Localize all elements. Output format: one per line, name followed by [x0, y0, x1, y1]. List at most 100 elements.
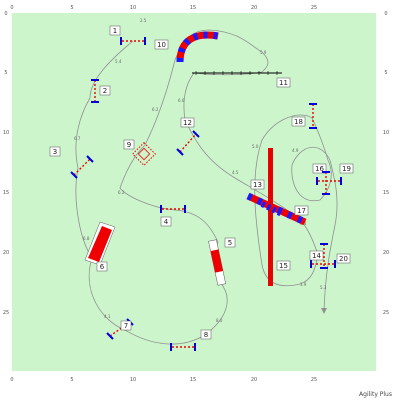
- number-box: [336, 253, 351, 264]
- number-box: [224, 237, 236, 248]
- obstacle-number: 16: [315, 165, 324, 173]
- distance-label: 6.2: [118, 190, 125, 195]
- y-axis-left: 0 5 10 15 20 25: [3, 11, 9, 316]
- x-axis-top: 0 5 10 15 20 25: [10, 5, 317, 11]
- y-tick: 0: [384, 11, 387, 17]
- y-tick: 0: [4, 11, 7, 17]
- x-tick: 0: [10, 377, 13, 383]
- obstacle-number: 14: [312, 252, 321, 260]
- y-tick: 20: [383, 250, 389, 256]
- jump-14: [310, 260, 336, 268]
- jump-1: [120, 37, 146, 45]
- jump-4: [160, 205, 186, 213]
- tire-5: [208, 239, 226, 286]
- x-tick: 0: [10, 5, 13, 11]
- dogwalk-15: [268, 148, 273, 286]
- x-tick: 10: [130, 5, 136, 11]
- distance-label: 6.2: [152, 107, 159, 112]
- obstacle-number: 15: [279, 262, 288, 270]
- number-box: [123, 139, 135, 150]
- jump-2: [91, 79, 99, 103]
- y-axis-right: 0 5 10 15 20 25: [383, 11, 389, 316]
- x-tick: 5: [70, 5, 73, 11]
- x-tick: 5: [70, 377, 73, 383]
- seesaw-9: [131, 141, 157, 167]
- obstacle-number: 10: [157, 41, 166, 49]
- number-box: [250, 179, 265, 190]
- obstacle-number: 19: [342, 165, 351, 173]
- tunnel-17: [260, 201, 284, 217]
- y-tick: 10: [3, 130, 9, 136]
- y-tick: 5: [4, 70, 7, 76]
- field-area: [12, 13, 376, 371]
- number-box: [109, 25, 121, 36]
- tunnel-10: [176, 31, 219, 63]
- weave-11: [192, 71, 282, 75]
- number-box: [49, 146, 61, 157]
- end-arrow: [321, 308, 327, 314]
- obstacle-number: 18: [294, 118, 303, 126]
- jump-16: [316, 177, 342, 185]
- obstacle-number: 1: [113, 27, 117, 35]
- x-tick: 20: [251, 5, 257, 11]
- obstacle-number: 8: [204, 331, 208, 339]
- number-box: [276, 260, 291, 271]
- jump-20: [320, 243, 328, 269]
- obstacle-number: 5: [228, 239, 232, 247]
- distance-label: 2.5: [140, 18, 147, 23]
- jump-19: [322, 171, 330, 195]
- distance-label: 5.0: [252, 144, 259, 149]
- number-box: [276, 77, 291, 88]
- number-box: [294, 205, 309, 216]
- number-box: [180, 117, 195, 128]
- obstacle-number: 6: [100, 263, 105, 271]
- jump-8: [170, 343, 196, 351]
- jump-18: [309, 103, 317, 129]
- obstacle-number: 2: [103, 87, 107, 95]
- number-box: [200, 329, 212, 340]
- y-tick: 25: [3, 310, 9, 316]
- distance-label: 6.8: [83, 236, 90, 241]
- footer-credit: Agility Plus: [359, 391, 392, 398]
- x-tick: 25: [311, 377, 317, 383]
- distance-label: 5.9: [260, 50, 267, 55]
- distance-label: 4.5: [232, 170, 239, 175]
- jump-3: [70, 155, 94, 179]
- distance-label: 4.1: [104, 314, 111, 319]
- obstacle-number: 17: [297, 207, 306, 215]
- obstacle-number: 20: [339, 255, 348, 263]
- dog-path: [75, 29, 338, 345]
- distance-label: 5.3: [320, 285, 327, 290]
- number-box: [309, 250, 324, 261]
- y-tick: 5: [384, 70, 387, 76]
- number-box: [312, 163, 327, 174]
- x-tick: 20: [251, 377, 257, 383]
- x-axis-bottom: 0 5 10 15 20 25: [10, 377, 317, 383]
- obstacle-number: 4: [164, 218, 169, 226]
- jump-12: [176, 130, 200, 156]
- distance-label: 3.9: [300, 282, 307, 287]
- tunnel-13: [246, 192, 307, 226]
- number-box: [339, 163, 354, 174]
- number-box: [96, 261, 108, 272]
- obstacle-number: 9: [127, 141, 131, 149]
- x-tick: 25: [311, 5, 317, 11]
- number-box: [120, 320, 132, 331]
- number-box: [154, 39, 169, 50]
- x-tick: 10: [130, 377, 136, 383]
- distance-label: 8.0: [216, 318, 223, 323]
- obstacle-number: 3: [53, 148, 57, 156]
- number-box: [291, 116, 306, 127]
- y-tick: 20: [3, 250, 9, 256]
- obstacle-number: 7: [124, 322, 128, 330]
- distance-label: 6.6: [178, 98, 185, 103]
- x-tick: 15: [190, 5, 196, 11]
- obstacle-number: 11: [279, 79, 288, 87]
- number-box: [99, 85, 111, 96]
- distance-label: 4.9: [292, 148, 299, 153]
- y-tick: 25: [383, 310, 389, 316]
- y-tick: 10: [383, 130, 389, 136]
- distance-label: 5.4: [115, 59, 122, 64]
- x-tick: 15: [190, 377, 196, 383]
